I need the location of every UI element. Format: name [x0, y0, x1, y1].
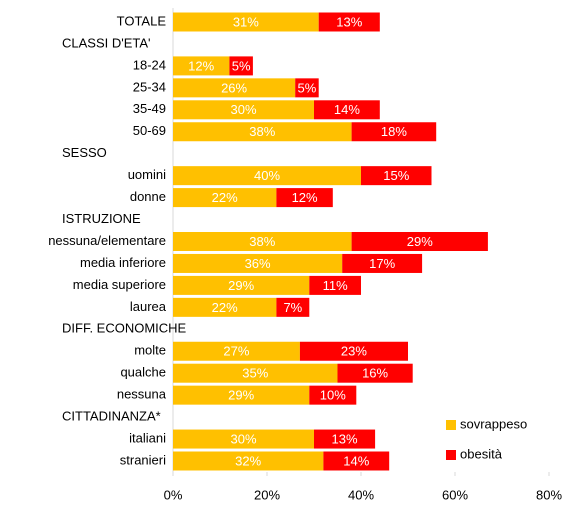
value-label: 38% [249, 234, 275, 249]
bar-segment [351, 232, 488, 251]
bar-segment [309, 385, 357, 405]
legend-label: obesità [460, 446, 503, 461]
value-label: 11% [323, 278, 348, 293]
bar-segment [173, 297, 277, 317]
bar-segment [173, 275, 310, 295]
bar-segment [173, 166, 361, 186]
bar-segment [173, 12, 319, 32]
category-label: donne [130, 189, 166, 204]
bar-segment [295, 78, 319, 98]
value-label: 12% [292, 190, 318, 205]
bar-segment [318, 12, 380, 32]
value-label: 40% [254, 168, 280, 183]
bar-segment [342, 253, 423, 273]
category-label: italiani [129, 430, 166, 445]
bar-segment [309, 275, 361, 295]
category-label: 50-69 [133, 123, 166, 138]
bar-segment [314, 429, 376, 449]
section-header: ISTRUZIONE [62, 211, 141, 226]
bar-segment [173, 122, 352, 142]
x-tick-label: 80% [536, 487, 562, 502]
x-tick-label: 60% [442, 487, 468, 502]
category-label: uomini [128, 167, 166, 182]
bar-segment [276, 188, 333, 208]
bar-segment [173, 341, 300, 361]
bar-segment [276, 297, 310, 317]
x-tick-label: 20% [254, 487, 280, 502]
category-label: molte [134, 343, 166, 358]
value-label: 29% [228, 388, 254, 403]
category-label: 18-24 [133, 57, 166, 72]
bar-segment [173, 429, 314, 449]
value-label: 5% [232, 58, 251, 73]
value-label: 17% [369, 256, 395, 271]
value-label: 26% [221, 80, 247, 95]
value-label: 14% [343, 453, 369, 468]
bar-segment [173, 451, 324, 471]
category-label: qualche [120, 365, 166, 380]
bar-segment [173, 78, 296, 98]
value-label: 15% [383, 168, 409, 183]
value-label: 22% [212, 300, 238, 315]
category-label: laurea [130, 299, 167, 314]
bar-segment [173, 56, 230, 76]
bar-segment [173, 188, 277, 208]
value-label: 30% [230, 431, 256, 446]
bar-segment [229, 56, 253, 76]
category-label: stranieri [120, 452, 166, 467]
value-label: 29% [407, 234, 433, 249]
bar-segment [173, 385, 310, 405]
value-label: 10% [320, 388, 346, 403]
value-label: 18% [381, 124, 407, 139]
bar-segment [361, 166, 432, 186]
value-label: 38% [249, 124, 275, 139]
x-tick-label: 0% [164, 487, 183, 502]
section-header: SESSO [62, 145, 107, 160]
value-label: 35% [242, 366, 268, 381]
bar-segment [173, 253, 343, 273]
category-label: media inferiore [80, 255, 166, 270]
category-label: nessuna [117, 387, 167, 402]
bar-segment [173, 100, 314, 120]
category-label: media superiore [73, 277, 166, 292]
value-label: 27% [223, 344, 249, 359]
value-label: 14% [334, 102, 360, 117]
category-label: 25-34 [133, 79, 166, 94]
legend-label: sovrappeso [460, 416, 527, 431]
bar-segment [337, 363, 413, 383]
category-label: 35-49 [133, 101, 166, 116]
category-label: TOTALE [117, 13, 167, 28]
value-label: 13% [336, 14, 362, 29]
legend-swatch [446, 450, 456, 460]
bar-segment [299, 341, 408, 361]
bar-segment [173, 363, 338, 383]
value-label: 22% [212, 190, 238, 205]
bar-segment [314, 100, 380, 120]
value-label: 29% [228, 278, 254, 293]
x-tick-label: 40% [348, 487, 374, 502]
value-label: 5% [298, 80, 317, 95]
section-header: CITTADINANZA* [62, 409, 161, 424]
category-label: nessuna/elementare [48, 233, 166, 248]
value-label: 32% [235, 453, 261, 468]
value-label: 7% [283, 300, 302, 315]
bar-segment [351, 122, 437, 142]
value-label: 13% [332, 431, 358, 446]
value-label: 12% [188, 58, 214, 73]
value-label: 30% [230, 102, 256, 117]
bar-segment [323, 451, 390, 471]
bar-segment [173, 232, 352, 251]
value-label: 16% [362, 366, 388, 381]
section-header: CLASSI D'ETA' [62, 35, 151, 50]
legend-swatch [446, 420, 456, 430]
value-label: 31% [233, 14, 259, 29]
value-label: 36% [245, 256, 271, 271]
section-header: DIFF. ECONOMICHE [62, 321, 187, 336]
value-label: 23% [341, 344, 367, 359]
